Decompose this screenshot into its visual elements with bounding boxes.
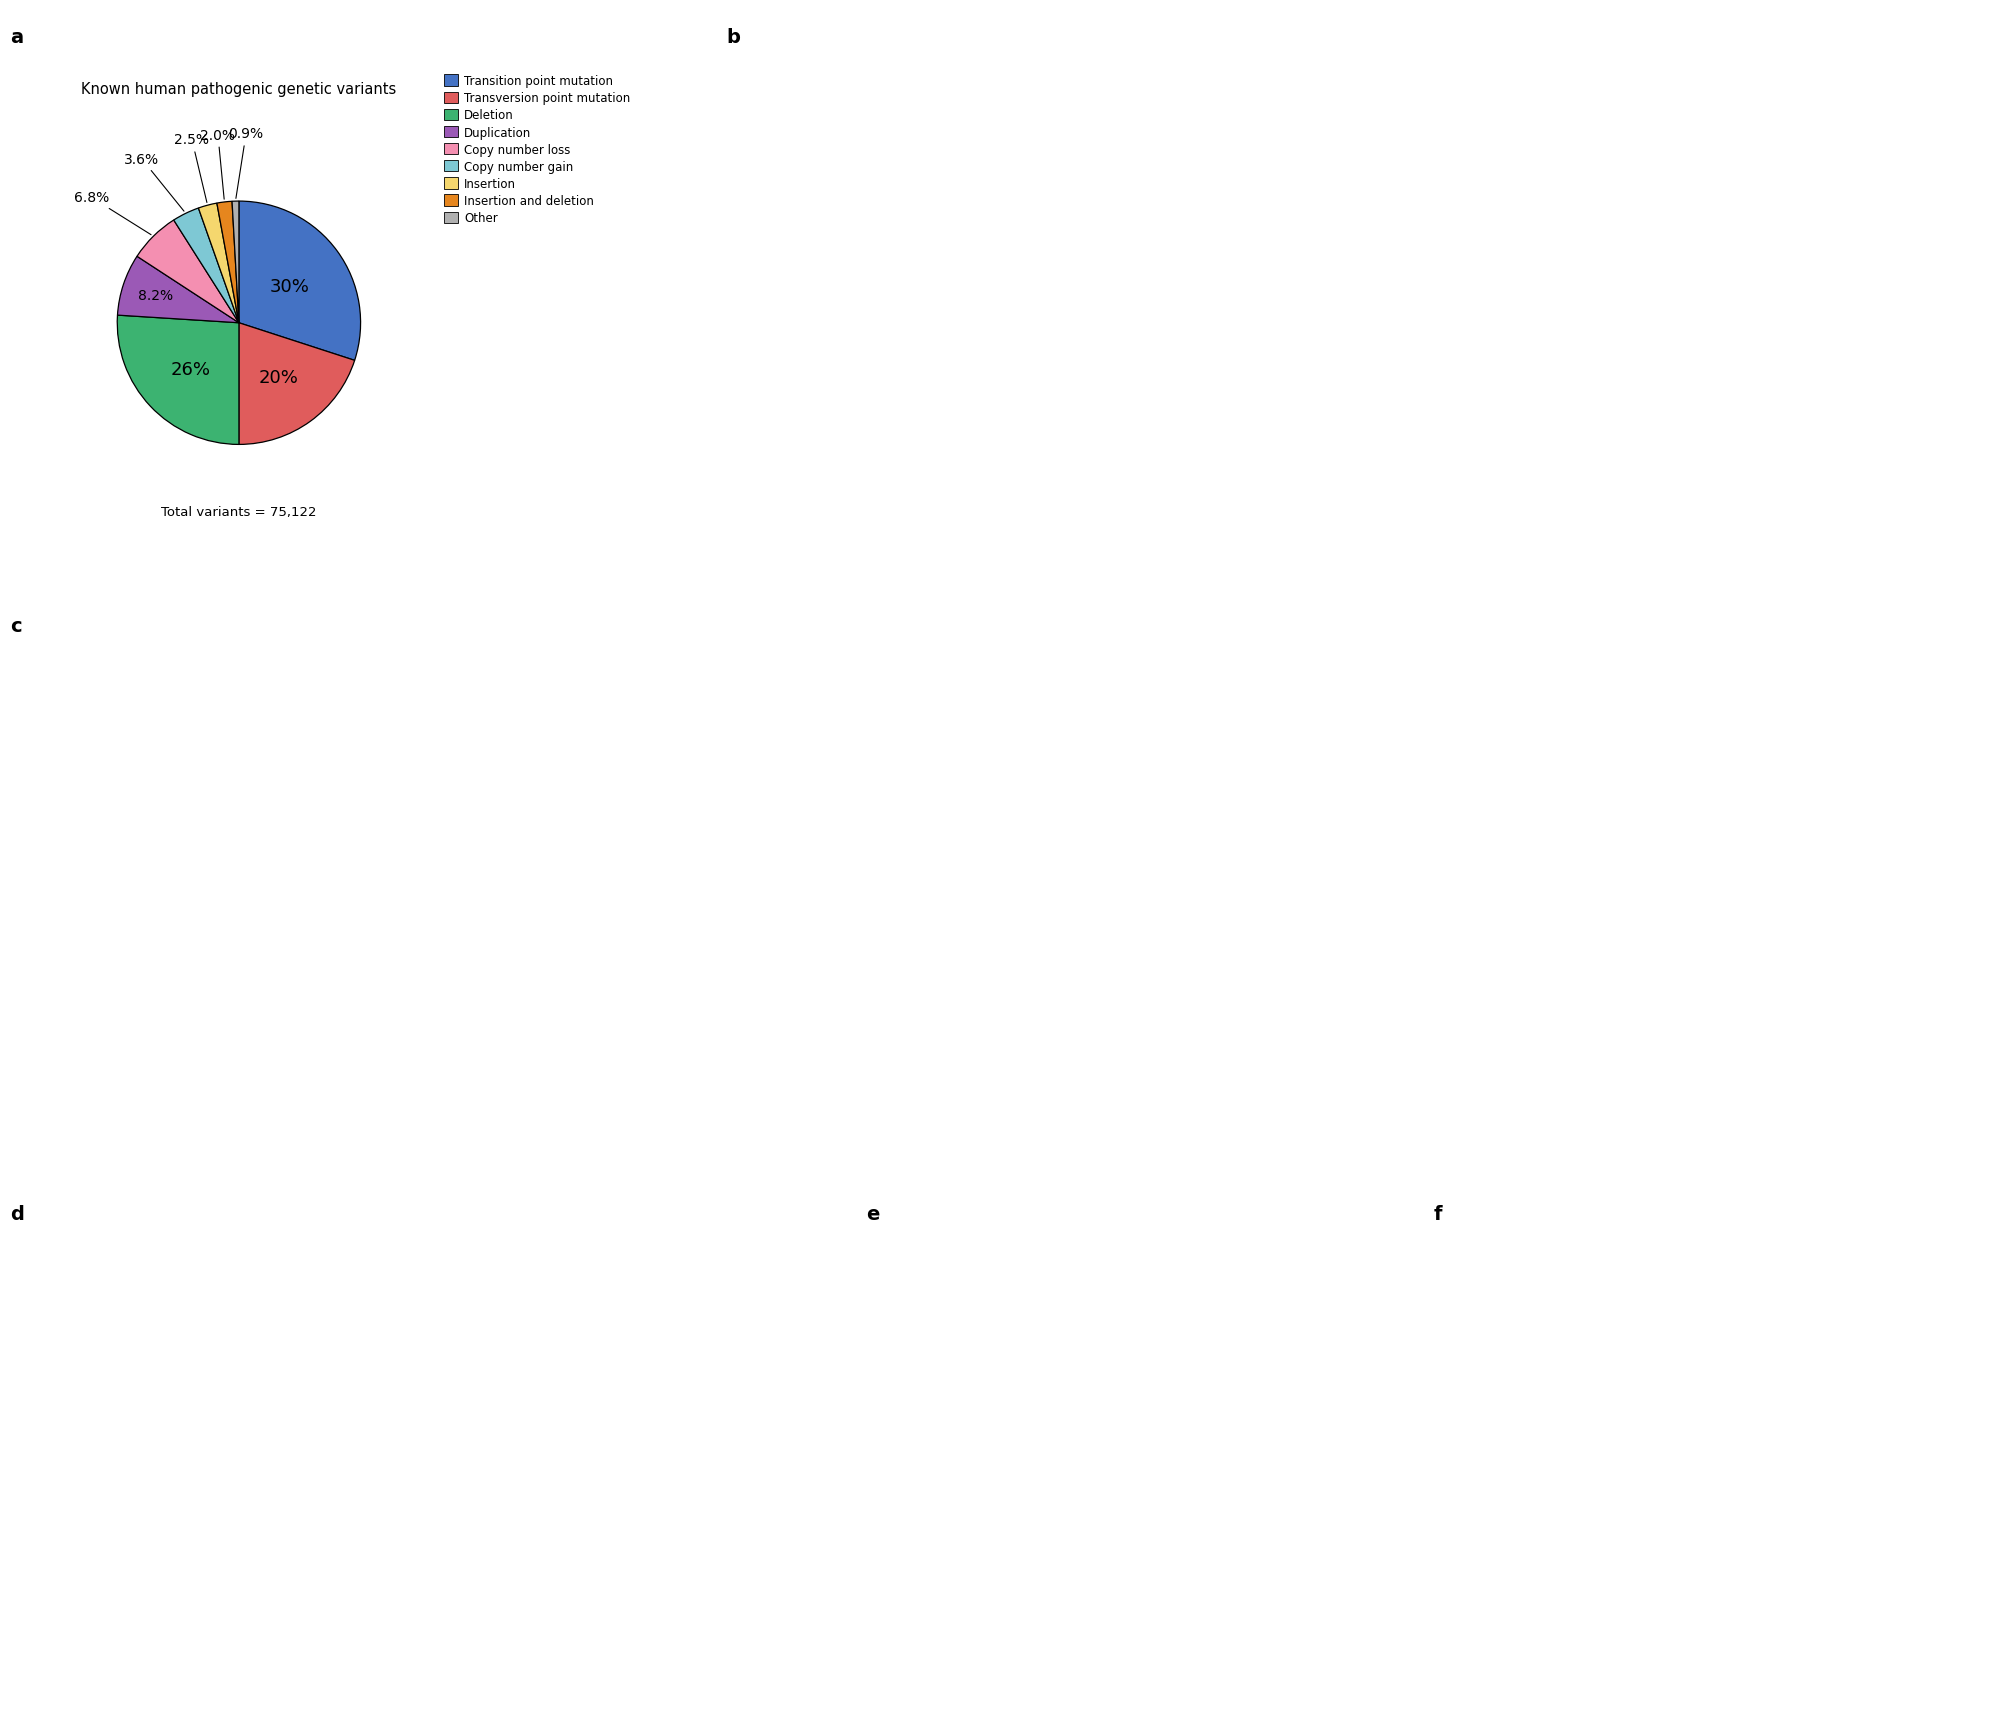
Text: 2.0%: 2.0% bbox=[201, 128, 235, 201]
Text: 3.6%: 3.6% bbox=[123, 152, 183, 213]
Text: b: b bbox=[727, 28, 741, 47]
Wedge shape bbox=[117, 258, 239, 324]
Text: a: a bbox=[10, 28, 24, 47]
Wedge shape bbox=[137, 221, 239, 324]
Wedge shape bbox=[233, 202, 239, 324]
Text: d: d bbox=[10, 1204, 24, 1223]
Text: c: c bbox=[10, 616, 22, 635]
Text: 26%: 26% bbox=[169, 360, 211, 379]
Text: 6.8%: 6.8% bbox=[74, 190, 151, 235]
Wedge shape bbox=[239, 324, 354, 445]
Text: Total variants = 75,122: Total variants = 75,122 bbox=[161, 505, 317, 519]
Legend: Transition point mutation, Transversion point mutation, Deletion, Duplication, C: Transition point mutation, Transversion … bbox=[444, 74, 631, 225]
Title: Known human pathogenic genetic variants: Known human pathogenic genetic variants bbox=[82, 81, 396, 97]
Wedge shape bbox=[217, 202, 239, 324]
Text: 20%: 20% bbox=[259, 368, 299, 388]
Wedge shape bbox=[199, 204, 239, 324]
Text: 2.5%: 2.5% bbox=[175, 133, 209, 204]
Text: 8.2%: 8.2% bbox=[137, 289, 173, 303]
Text: 30%: 30% bbox=[271, 277, 311, 296]
Wedge shape bbox=[117, 317, 239, 445]
Wedge shape bbox=[173, 209, 239, 324]
Text: f: f bbox=[1434, 1204, 1441, 1223]
Text: 0.9%: 0.9% bbox=[229, 128, 263, 199]
Wedge shape bbox=[239, 202, 360, 362]
Text: e: e bbox=[866, 1204, 880, 1223]
